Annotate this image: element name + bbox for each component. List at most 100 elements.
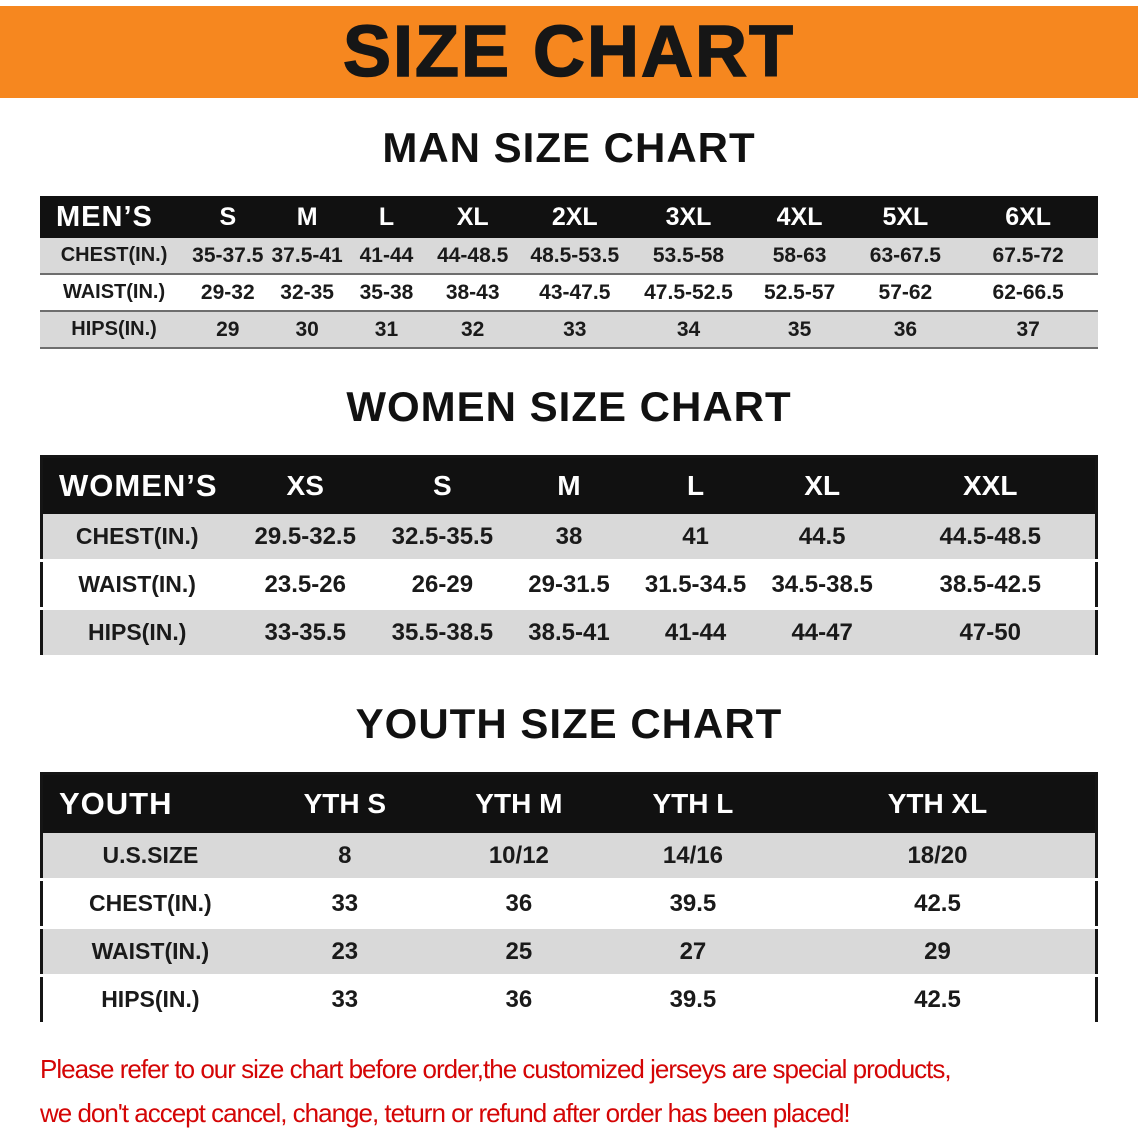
row-label-cell: CHEST(IN.) — [40, 238, 189, 275]
value-cell: 38.5-42.5 — [885, 560, 1097, 610]
women-size-table: WOMEN’S XS S M L XL XXL CHEST(IN.) 29.5-32.5 32.5… — [40, 455, 1098, 658]
section-youth: YOUTH SIZE CHART YOUTH YTH S YTH M YTH L YTH… — [0, 700, 1138, 1025]
column-header-cell: YTH L — [605, 773, 780, 833]
row-label-cell: WAIST(IN.) — [41, 560, 232, 610]
header-row: WOMEN’S XS S M L XL XXL — [41, 456, 1097, 514]
table-title-cell: MEN’S — [40, 196, 189, 238]
section-women: WOMEN SIZE CHART WOMEN’S XS S M L XL XXL CHEST(… — [0, 383, 1138, 658]
value-cell: 23 — [257, 927, 432, 977]
column-header-cell: M — [267, 196, 347, 238]
value-cell: 33 — [257, 879, 432, 929]
table-row: WAIST(IN.) 29-32 32-35 35-38 38-43 43-47.5 47.… — [40, 274, 1098, 312]
column-header-cell: 4XL — [746, 196, 853, 238]
value-cell: 33 — [519, 311, 631, 349]
value-cell: 23.5-26 — [231, 560, 380, 610]
value-cell: 29 — [188, 311, 268, 349]
table-row: CHEST(IN.) 29.5-32.5 32.5-35.5 38 41 44.5 44.5… — [41, 514, 1097, 562]
column-header-cell: S — [379, 456, 506, 514]
footer-note-line-2: we don't accept cancel, change, teturn o… — [40, 1098, 851, 1128]
table-row: U.S.SIZE 8 10/12 14/16 18/20 — [41, 833, 1097, 881]
value-cell: 43-47.5 — [519, 274, 631, 312]
banner: SIZE CHART — [0, 6, 1138, 98]
value-cell: 35-38 — [346, 274, 427, 312]
value-cell: 39.5 — [605, 879, 780, 929]
value-cell: 47.5-52.5 — [630, 274, 747, 312]
table-row: HIPS(IN.) 33 36 39.5 42.5 — [41, 975, 1097, 1025]
value-cell: 44.5-48.5 — [885, 514, 1097, 562]
value-cell: 29.5-32.5 — [231, 514, 380, 562]
column-header-cell: S — [188, 196, 268, 238]
value-cell: 25 — [431, 927, 606, 977]
header-row: MEN’S S M L XL 2XL 3XL 4XL 5XL 6XL — [40, 196, 1098, 238]
value-cell: 67.5-72 — [958, 238, 1098, 275]
value-cell: 58-63 — [746, 238, 853, 275]
value-cell: 35-37.5 — [188, 238, 268, 275]
table-row: WAIST(IN.) 23 25 27 29 — [41, 927, 1097, 977]
youth-section-heading: YOUTH SIZE CHART — [355, 700, 783, 747]
value-cell: 36 — [431, 879, 606, 929]
value-cell: 32 — [426, 311, 520, 349]
value-cell: 34 — [630, 311, 747, 349]
column-header-cell: M — [505, 456, 633, 514]
value-cell: 42.5 — [779, 879, 1097, 929]
youth-size-table: YOUTH YTH S YTH M YTH L YTH XL U.S.SIZE 8 10/12… — [40, 772, 1098, 1025]
table-row: WAIST(IN.) 23.5-26 26-29 29-31.5 31.5-34.5 34… — [41, 560, 1097, 610]
column-header-cell: 5XL — [852, 196, 959, 238]
header-row: YOUTH YTH S YTH M YTH L YTH XL — [41, 773, 1097, 833]
column-header-cell: YTH XL — [779, 773, 1097, 833]
value-cell: 33 — [257, 975, 432, 1025]
women-section-heading: WOMEN SIZE CHART — [346, 383, 792, 430]
table-row: HIPS(IN.) 29 30 31 32 33 34 35 36 37 — [40, 311, 1098, 349]
section-men: MAN SIZE CHART MEN’S S M L XL 2XL 3XL 4XL 5XL 6XL… — [0, 124, 1138, 349]
value-cell: 10/12 — [431, 833, 606, 881]
value-cell: 8 — [257, 833, 432, 881]
men-size-table: MEN’S S M L XL 2XL 3XL 4XL 5XL 6XL CHEST(IN.) 35-37… — [40, 196, 1098, 349]
row-label-cell: CHEST(IN.) — [41, 514, 232, 562]
value-cell: 31.5-34.5 — [632, 560, 759, 610]
value-cell: 32-35 — [267, 274, 347, 312]
value-cell: 38 — [505, 514, 633, 562]
value-cell: 35.5-38.5 — [379, 608, 506, 658]
column-header-cell: XXL — [885, 456, 1097, 514]
value-cell: 30 — [267, 311, 347, 349]
column-header-cell: XL — [426, 196, 520, 238]
value-cell: 32.5-35.5 — [379, 514, 506, 562]
footer-note-line-1: Please refer to our size chart before or… — [40, 1054, 952, 1084]
column-header-cell: XL — [758, 456, 886, 514]
value-cell: 44-47 — [758, 608, 886, 658]
value-cell: 33-35.5 — [231, 608, 380, 658]
value-cell: 52.5-57 — [746, 274, 853, 312]
column-header-cell: L — [346, 196, 427, 238]
column-header-cell: L — [632, 456, 759, 514]
value-cell: 29 — [779, 927, 1097, 977]
value-cell: 36 — [431, 975, 606, 1025]
page-title: SIZE CHART — [342, 11, 795, 93]
value-cell: 31 — [346, 311, 427, 349]
column-header-cell: 6XL — [958, 196, 1098, 238]
column-header-cell: YTH S — [257, 773, 432, 833]
value-cell: 44.5 — [758, 514, 886, 562]
footer-note: Please refer to our size chart before or… — [0, 1047, 1138, 1135]
value-cell: 62-66.5 — [958, 274, 1098, 312]
value-cell: 57-62 — [852, 274, 959, 312]
value-cell: 44-48.5 — [426, 238, 520, 275]
value-cell: 34.5-38.5 — [758, 560, 886, 610]
value-cell: 41-44 — [632, 608, 759, 658]
value-cell: 29-32 — [188, 274, 268, 312]
column-header-cell: YTH M — [431, 773, 606, 833]
row-label-cell: CHEST(IN.) — [41, 879, 258, 929]
table-title-cell: YOUTH — [41, 773, 258, 833]
value-cell: 38-43 — [426, 274, 520, 312]
row-label-cell: WAIST(IN.) — [40, 274, 189, 312]
column-header-cell: XS — [231, 456, 380, 514]
row-label-cell: HIPS(IN.) — [40, 311, 189, 349]
table-row: CHEST(IN.) 33 36 39.5 42.5 — [41, 879, 1097, 929]
value-cell: 26-29 — [379, 560, 506, 610]
value-cell: 53.5-58 — [630, 238, 747, 275]
value-cell: 37.5-41 — [267, 238, 347, 275]
value-cell: 18/20 — [779, 833, 1097, 881]
value-cell: 39.5 — [605, 975, 780, 1025]
size-chart-page: SIZE CHART MAN SIZE CHART MEN’S S M L XL 2XL 3… — [0, 6, 1138, 1138]
table-row: HIPS(IN.) 33-35.5 35.5-38.5 38.5-41 41-44 44-… — [41, 608, 1097, 658]
column-header-cell: 2XL — [519, 196, 631, 238]
